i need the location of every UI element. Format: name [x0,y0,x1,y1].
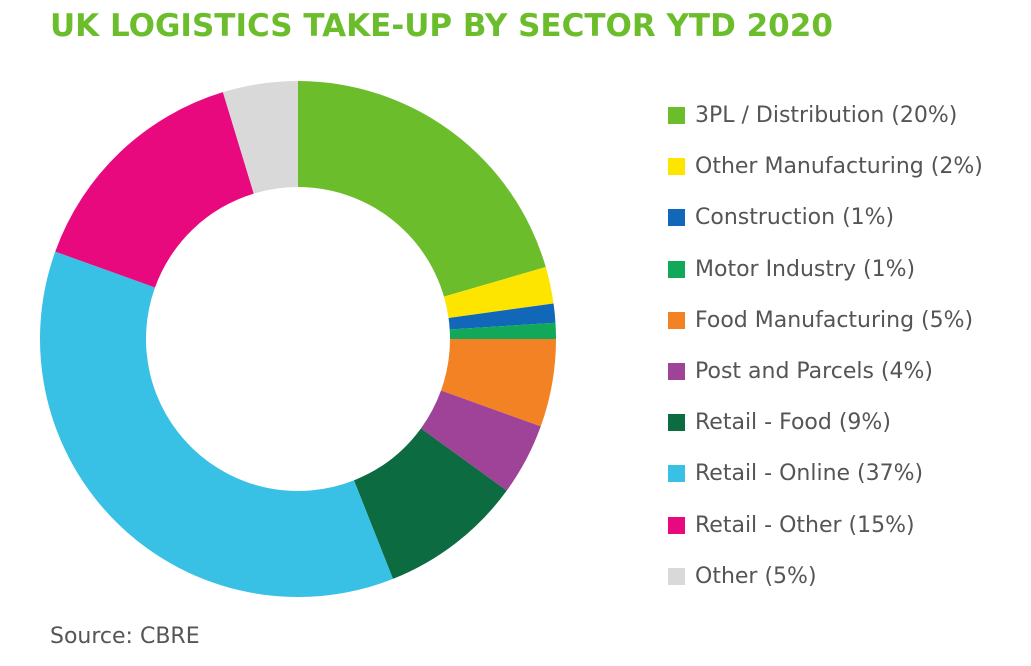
legend-item-other-manufacturing: Other Manufacturing (2%) [668,141,1028,192]
donut-slice-construction [448,303,556,330]
legend-item-motor-industry: Motor Industry (1%) [668,244,1028,295]
legend-swatch [668,158,685,176]
legend-label: 3PL / Distribution (20%) [695,103,958,129]
legend-swatch [668,209,685,227]
legend-item-retail-other: Retail - Other (15%) [668,500,1028,551]
chart-legend: 3PL / Distribution (20%) Other Manufactur… [668,90,1028,602]
legend-swatch [668,260,685,278]
donut-slice-post-and-parcels [420,390,541,491]
donut-slice-3pl-distribution [298,81,546,297]
legend-item-3pl-distribution: 3PL / Distribution (20%) [668,90,1028,141]
legend-item-other: Other (5%) [668,551,1028,602]
legend-swatch [668,363,685,381]
donut-slice-retail-other [55,92,254,288]
legend-label: Other (5%) [695,563,817,589]
legend-item-construction: Construction (1%) [668,192,1028,243]
legend-label: Retail - Online (37%) [695,461,924,487]
legend-label: Other Manufacturing (2%) [695,154,983,180]
legend-item-food-manufacturing: Food Manufacturing (5%) [668,295,1028,346]
chart-source: Source: CBRE [50,624,200,649]
legend-swatch [668,414,685,432]
donut-slice-retail-food [353,428,507,579]
legend-item-post-and-parcels: Post and Parcels (4%) [668,346,1028,397]
legend-swatch [668,107,685,125]
donut-slice-food-manufacturing [441,339,556,427]
legend-label: Retail - Food (9%) [695,410,891,436]
legend-swatch [668,567,685,585]
legend-label: Construction (1%) [695,205,895,231]
chart-title: UK LOGISTICS TAKE-UP BY SECTOR YTD 2020 [50,8,833,44]
legend-label: Post and Parcels (4%) [695,359,933,385]
legend-swatch [668,465,685,483]
donut-slice-other [222,81,298,194]
donut-slice-other-manufacturing [443,267,554,319]
legend-item-retail-food: Retail - Food (9%) [668,397,1028,448]
legend-label: Retail - Other (15%) [695,512,915,538]
donut-slice-motor-industry [449,322,556,339]
legend-swatch [668,516,685,534]
legend-item-retail-online: Retail - Online (37%) [668,448,1028,499]
legend-label: Food Manufacturing (5%) [695,307,974,333]
legend-swatch [668,311,685,329]
legend-label: Motor Industry (1%) [695,256,916,282]
donut-slice-retail-online [39,251,393,597]
